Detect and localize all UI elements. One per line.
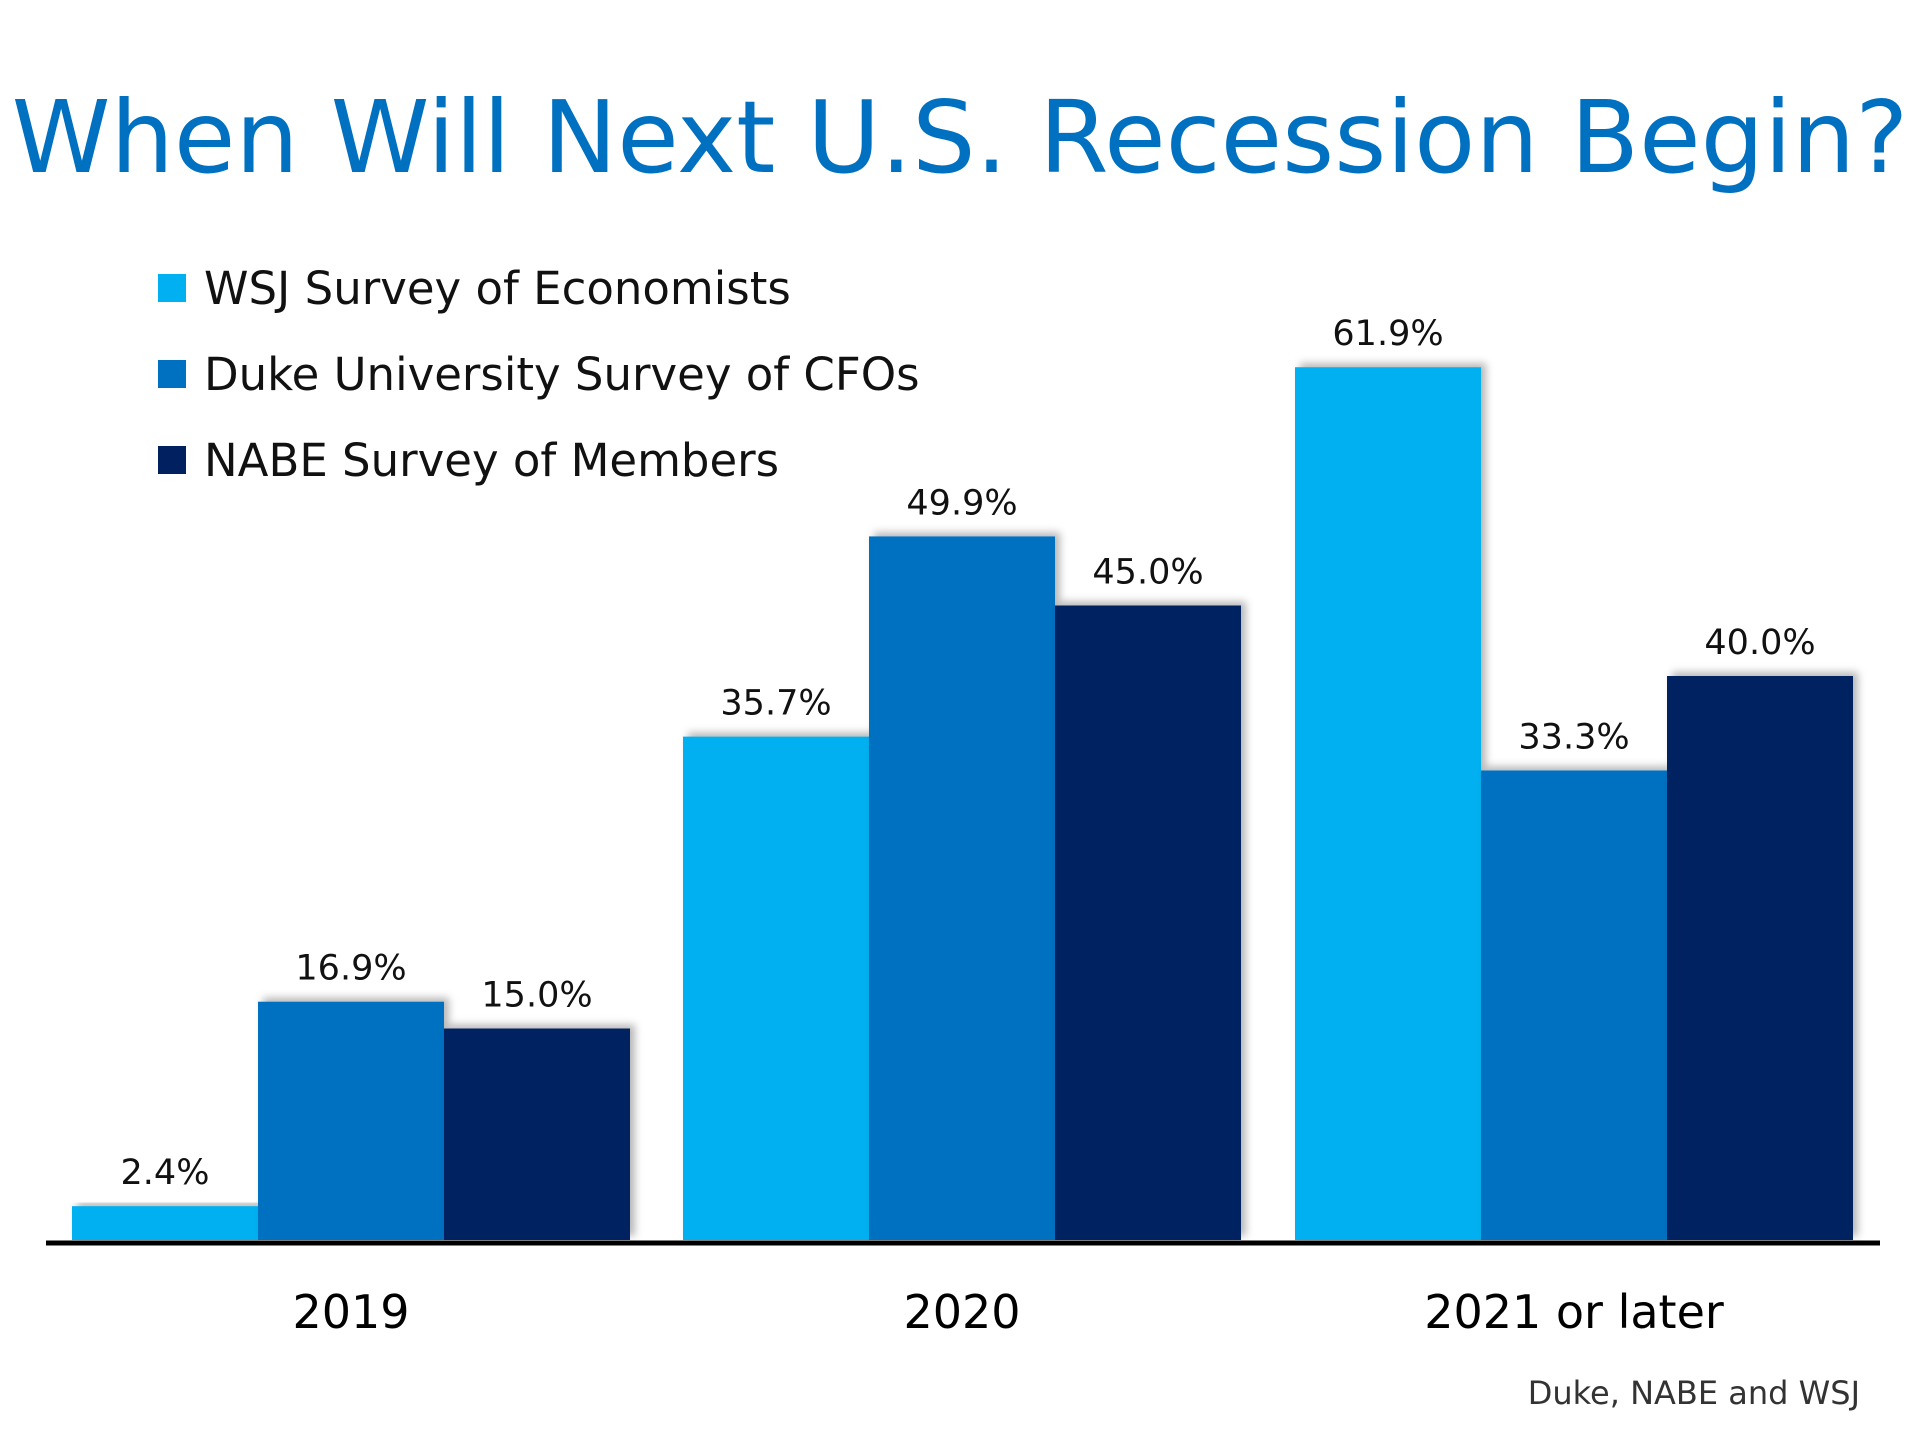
value-labels-layer: 2.4% 16.9% 15.0% 35.7% 49.9% 45.0% 61.9% 33.3% 4… — [121, 314, 1816, 1193]
bar-duke-1 — [869, 536, 1055, 1240]
bar-nabe-0 — [444, 1028, 630, 1240]
bar-duke-2 — [1481, 770, 1667, 1240]
legend-swatch-wsj — [158, 274, 186, 302]
category-label-1: 2020 — [903, 1285, 1020, 1339]
chart-title: When Will Next U.S. Recession Begin? — [11, 79, 1909, 196]
legend-item-wsj: WSJ Survey of Economists — [158, 245, 920, 331]
category-labels-layer: 2019 2020 2021 or later — [292, 1285, 1723, 1339]
legend-swatch-nabe — [158, 446, 186, 474]
bar-wsj-0 — [72, 1206, 258, 1240]
legend-swatch-duke — [158, 360, 186, 388]
value-label-wsj-1: 35.7% — [720, 684, 831, 724]
category-label-0: 2019 — [292, 1285, 409, 1339]
legend-label-wsj: WSJ Survey of Economists — [204, 261, 791, 315]
value-label-duke-1: 49.9% — [906, 483, 1017, 523]
value-label-nabe-0: 15.0% — [481, 976, 592, 1016]
bar-wsj-1 — [683, 736, 869, 1240]
bar-duke-0 — [258, 1001, 444, 1240]
legend-label-nabe: NABE Survey of Members — [204, 433, 780, 487]
value-label-nabe-1: 45.0% — [1092, 553, 1203, 593]
value-label-wsj-2: 61.9% — [1332, 314, 1443, 354]
value-label-nabe-2: 40.0% — [1704, 623, 1815, 663]
bar-nabe-1 — [1055, 605, 1241, 1240]
bars-layer — [72, 367, 1853, 1241]
bar-wsj-2 — [1295, 367, 1481, 1241]
value-label-duke-2: 33.3% — [1518, 717, 1629, 757]
legend: WSJ Survey of Economists Duke University… — [158, 245, 920, 503]
category-label-2: 2021 or later — [1424, 1285, 1724, 1339]
legend-item-nabe: NABE Survey of Members — [158, 417, 920, 503]
legend-item-duke: Duke University Survey of CFOs — [158, 331, 920, 417]
value-label-wsj-0: 2.4% — [121, 1153, 210, 1193]
bar-nabe-2 — [1667, 676, 1853, 1240]
value-label-duke-0: 16.9% — [295, 949, 406, 989]
source-note: Duke, NABE and WSJ — [1527, 1374, 1860, 1412]
legend-label-duke: Duke University Survey of CFOs — [204, 347, 920, 401]
